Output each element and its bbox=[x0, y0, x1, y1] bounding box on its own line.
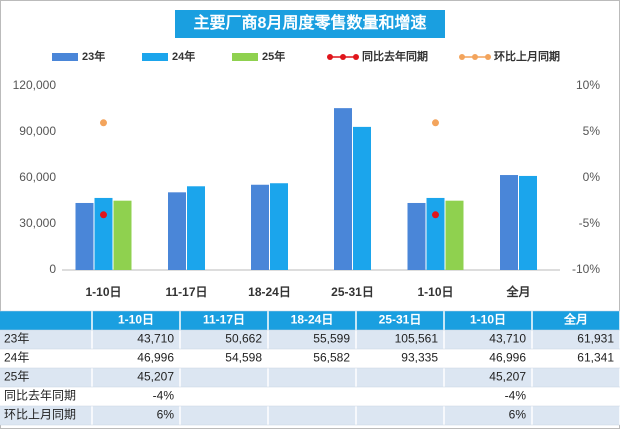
y2-tick-label: -5% bbox=[579, 216, 601, 230]
table-cell: 6% bbox=[157, 408, 175, 422]
table-header-bg bbox=[0, 311, 620, 330]
bar bbox=[113, 200, 132, 270]
legend-label: 23年 bbox=[82, 49, 105, 63]
bar bbox=[519, 175, 537, 270]
table-row-bg bbox=[0, 406, 620, 425]
x-tick-label: 1-10日 bbox=[417, 285, 453, 299]
bar bbox=[407, 202, 426, 270]
legend-label: 同比去年同期 bbox=[362, 49, 428, 63]
table-row-bg bbox=[0, 368, 620, 387]
table-row-label: 25年 bbox=[4, 370, 29, 384]
legend-marker bbox=[340, 54, 346, 60]
title-box bbox=[175, 10, 445, 38]
table-cell: 61,931 bbox=[577, 332, 614, 346]
table-cell: 43,710 bbox=[489, 332, 526, 346]
table-header: 18-24日 bbox=[291, 313, 334, 327]
bar bbox=[251, 184, 269, 270]
table-cell: 46,996 bbox=[137, 351, 174, 365]
table-cell: 45,207 bbox=[137, 370, 174, 384]
table-cell: 56,582 bbox=[313, 351, 350, 365]
line-point bbox=[432, 119, 439, 127]
table-header: 1-10日 bbox=[470, 313, 506, 327]
bar bbox=[270, 183, 288, 270]
table-cell: 46,996 bbox=[489, 351, 526, 365]
table-row-label: 环比上月同期 bbox=[4, 408, 76, 422]
y-tick-label: 0 bbox=[49, 262, 56, 276]
line-point bbox=[100, 211, 107, 219]
y2-tick-label: -10% bbox=[572, 262, 600, 276]
table-cell: 55,599 bbox=[313, 332, 350, 346]
y-tick-label: 90,000 bbox=[19, 124, 56, 138]
legend-marker bbox=[472, 54, 478, 60]
x-tick-label: 25-31日 bbox=[331, 285, 374, 299]
table-cell: -4% bbox=[153, 389, 175, 403]
table-row-label: 23年 bbox=[4, 332, 29, 346]
legend-marker bbox=[459, 54, 465, 60]
line-point bbox=[432, 211, 439, 219]
legend-marker bbox=[353, 54, 359, 60]
legend-label: 环比上月同期 bbox=[494, 49, 560, 63]
y2-tick-label: 10% bbox=[576, 78, 600, 92]
legend-swatch bbox=[232, 53, 258, 61]
table-cell: 43,710 bbox=[137, 332, 174, 346]
table-row-bg bbox=[0, 349, 620, 368]
x-tick-label: 全月 bbox=[505, 284, 530, 299]
bar bbox=[75, 202, 94, 270]
y-tick-label: 60,000 bbox=[19, 170, 56, 184]
x-tick-label: 1-10日 bbox=[85, 285, 121, 299]
bar bbox=[445, 200, 464, 270]
x-tick-label: 11-17日 bbox=[165, 285, 207, 299]
table-cell: 105,561 bbox=[395, 332, 439, 346]
legend-label: 25年 bbox=[262, 49, 285, 63]
x-tick-label: 18-24日 bbox=[248, 285, 291, 299]
table-cell: 45,207 bbox=[489, 370, 526, 384]
bar bbox=[500, 175, 518, 270]
table-cell: 54,598 bbox=[225, 351, 262, 365]
table-row-bg bbox=[0, 387, 620, 406]
table-cell: 93,335 bbox=[401, 351, 438, 365]
table-cell: 6% bbox=[509, 408, 527, 422]
y2-tick-label: 0% bbox=[583, 170, 601, 184]
bar bbox=[94, 197, 113, 270]
table-header: 11-17日 bbox=[203, 313, 245, 327]
y2-tick-label: 5% bbox=[583, 124, 601, 138]
y-tick-label: 120,000 bbox=[13, 78, 57, 92]
bar bbox=[187, 186, 205, 270]
legend-swatch bbox=[142, 53, 168, 61]
bar bbox=[426, 197, 445, 270]
table-cell: 61,341 bbox=[577, 351, 614, 365]
bar bbox=[353, 126, 371, 271]
chart-title: 主要厂商8月周度零售数量和增速 bbox=[194, 13, 427, 32]
table-cell: -4% bbox=[505, 389, 527, 403]
legend-swatch bbox=[52, 53, 78, 61]
line-point bbox=[100, 119, 107, 127]
table-row-label: 同比去年同期 bbox=[4, 389, 76, 403]
bar bbox=[334, 108, 352, 270]
table-header: 全月 bbox=[563, 312, 588, 327]
y-tick-label: 30,000 bbox=[19, 216, 56, 230]
table-header: 1-10日 bbox=[118, 313, 154, 327]
table-header: 25-31日 bbox=[379, 313, 422, 327]
bar bbox=[168, 192, 186, 270]
table-row-label: 24年 bbox=[4, 351, 29, 365]
table-cell: 50,662 bbox=[225, 332, 262, 346]
legend-marker bbox=[485, 54, 491, 60]
legend-marker bbox=[327, 54, 333, 60]
legend-label: 24年 bbox=[172, 49, 195, 63]
table-row-bg bbox=[0, 330, 620, 349]
